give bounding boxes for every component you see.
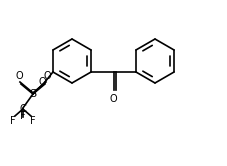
Text: O: O (43, 71, 51, 81)
Text: S: S (29, 89, 37, 99)
Text: O: O (38, 77, 46, 87)
Text: F: F (20, 111, 26, 121)
Text: O: O (110, 94, 117, 104)
Text: O: O (15, 71, 23, 81)
Text: C: C (20, 104, 26, 114)
Text: F: F (30, 116, 36, 126)
Text: F: F (10, 116, 16, 126)
